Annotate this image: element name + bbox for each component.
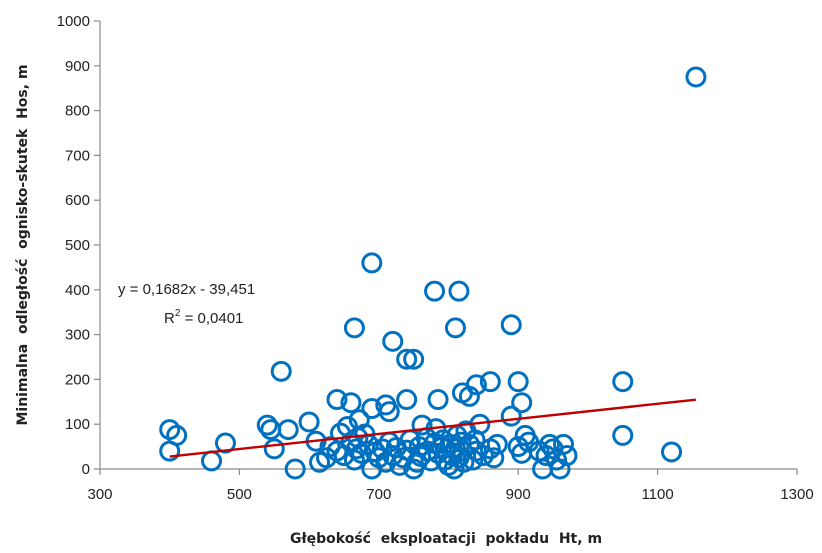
y-tick-label: 100 (65, 416, 90, 433)
y-tick-label: 200 (65, 371, 90, 388)
data-point (284, 458, 306, 480)
data-point (298, 411, 320, 433)
data-points (159, 66, 707, 480)
data-point (340, 392, 362, 414)
x-tick-label: 500 (227, 486, 252, 503)
r-squared-value: = 0,0401 (180, 310, 243, 327)
data-point (612, 424, 634, 446)
data-point (511, 392, 533, 414)
data-point (661, 441, 683, 463)
data-point (403, 348, 425, 370)
x-axis-title: Głębokość eksploatacji pokładu Ht, m (290, 531, 602, 547)
y-axis-title: Minimalna odległość ognisko-skutek Hos, … (15, 64, 31, 425)
y-tick-label: 400 (65, 282, 90, 299)
data-point (685, 66, 707, 88)
data-point (553, 433, 575, 455)
data-point (424, 280, 446, 302)
data-point (260, 419, 282, 441)
data-point (453, 451, 475, 473)
data-point (361, 252, 383, 274)
data-point (277, 419, 299, 441)
data-point (472, 445, 494, 467)
data-point (479, 371, 501, 393)
data-point (612, 371, 634, 393)
data-point (458, 385, 480, 407)
data-point (486, 433, 508, 455)
y-ticks: 0 100 200 300 400 500 600 700 800 900 1000 (57, 13, 100, 478)
x-tick-label: 900 (506, 486, 531, 503)
r-squared-label: R2 = 0,0401 (164, 308, 243, 327)
data-point (462, 449, 484, 471)
data-point (396, 389, 418, 411)
y-tick-label: 1000 (57, 13, 90, 30)
y-tick-label: 600 (65, 192, 90, 209)
y-tick-label: 700 (65, 147, 90, 164)
x-tick-label: 300 (87, 486, 112, 503)
y-tick-label: 900 (65, 58, 90, 75)
data-point (500, 405, 522, 427)
y-tick-label: 800 (65, 103, 90, 120)
x-ticks: 300 500 700 900 1100 1300 (87, 469, 814, 503)
trend-equation: y = 0,1682x - 39,451 (118, 281, 255, 298)
x-tick-label: 1100 (641, 486, 673, 503)
data-point (427, 389, 449, 411)
y-tick-label: 300 (65, 327, 90, 344)
data-point (465, 374, 487, 396)
data-point (535, 445, 557, 467)
axes (99, 21, 797, 470)
data-point (444, 317, 466, 339)
data-point (448, 280, 470, 302)
data-point (214, 432, 236, 454)
data-point (396, 348, 418, 370)
data-point (507, 371, 529, 393)
data-point (378, 401, 400, 423)
y-tick-label: 0 (82, 461, 90, 478)
data-point (159, 440, 181, 462)
r-squared-letter: R (164, 310, 175, 327)
data-point (411, 414, 433, 436)
y-tick-label: 500 (65, 237, 90, 254)
data-point (263, 438, 285, 460)
data-point (450, 431, 472, 453)
data-point (343, 449, 365, 471)
data-point (382, 330, 404, 352)
data-point (556, 445, 578, 467)
data-point (371, 438, 393, 460)
data-point (483, 447, 505, 469)
data-point (201, 450, 223, 472)
data-point (500, 314, 522, 336)
data-point (326, 389, 348, 411)
data-point (256, 414, 278, 436)
data-point (270, 360, 292, 382)
r-squared-exponent: 2 (175, 308, 181, 319)
data-point (343, 317, 365, 339)
x-tick-label: 1300 (780, 486, 813, 503)
x-tick-label: 700 (366, 486, 391, 503)
trendline (169, 398, 697, 458)
